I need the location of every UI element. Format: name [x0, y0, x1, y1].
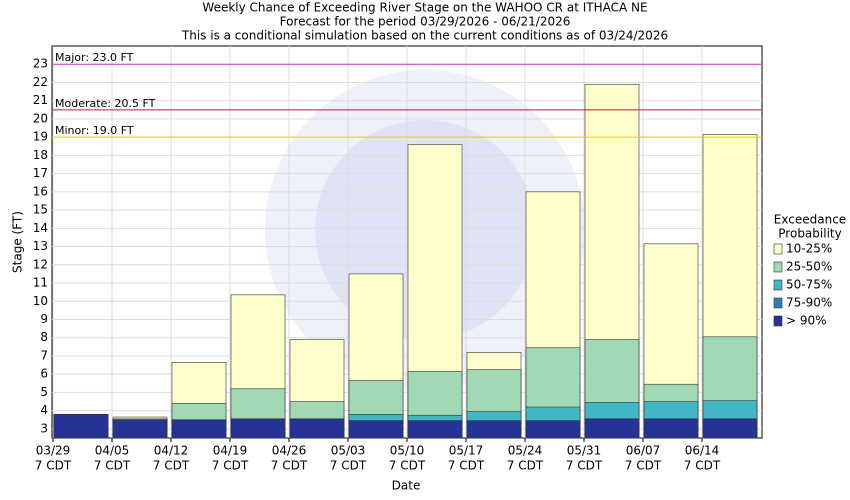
bar — [230, 418, 286, 439]
legend-swatch — [773, 279, 783, 291]
legend-label: 10-25% — [786, 242, 832, 256]
x-axis-label: Date — [392, 479, 421, 493]
chart-subtitle: This is a conditional simulation based o… — [181, 29, 668, 43]
flood-label: Moderate: 20.5 FT — [55, 97, 156, 110]
y-tick-label: 5 — [40, 385, 48, 399]
legend-swatch — [773, 261, 783, 273]
x-tick-sublabel: 7 CDT — [330, 459, 367, 473]
y-tick-label: 4 — [40, 403, 48, 417]
x-tick-sublabel: 7 CDT — [625, 459, 662, 473]
y-tick-label: 22 — [33, 75, 48, 89]
y-tick-label: 16 — [33, 184, 48, 198]
x-tick-label: 04/12 — [154, 444, 189, 458]
x-tick-sublabel: 7 CDT — [566, 459, 603, 473]
x-tick-label: 04/05 — [95, 444, 130, 458]
legend-title: Exceedance — [774, 213, 846, 227]
x-tick-sublabel: 7 CDT — [684, 459, 721, 473]
flood-label: Major: 23.0 FT — [55, 51, 134, 64]
bar — [407, 420, 463, 439]
legend-label: > 90% — [786, 314, 827, 328]
legend-label: 25-50% — [786, 260, 832, 274]
y-tick-label: 12 — [33, 257, 48, 271]
y-tick-label: 9 — [40, 312, 48, 326]
y-tick-label: 10 — [33, 294, 48, 308]
x-tick-label: 03/29 — [36, 444, 71, 458]
bar — [525, 420, 581, 439]
x-tick-label: 05/17 — [449, 444, 484, 458]
y-tick-label: 3 — [40, 421, 48, 435]
y-tick-label: 8 — [40, 330, 48, 344]
chart-subtitle: Forecast for the period 03/29/2026 - 06/… — [280, 15, 571, 29]
legend-title: Probability — [778, 227, 841, 241]
bar — [643, 418, 699, 439]
y-tick-label: 18 — [33, 148, 48, 162]
y-tick-label: 17 — [33, 166, 48, 180]
x-tick-label: 04/19 — [213, 444, 248, 458]
x-tick-label: 05/03 — [331, 444, 366, 458]
flood-label: Minor: 19.0 FT — [55, 124, 134, 137]
y-tick-label: 14 — [33, 221, 48, 235]
legend-label: 50-75% — [786, 278, 832, 292]
bar — [584, 418, 640, 439]
y-tick-label: 11 — [33, 276, 48, 290]
y-tick-label: 7 — [40, 348, 48, 362]
y-tick-label: 21 — [33, 93, 48, 107]
bar — [702, 418, 758, 439]
x-tick-label: 05/24 — [508, 444, 543, 458]
x-tick-sublabel: 7 CDT — [507, 459, 544, 473]
x-tick-sublabel: 7 CDT — [271, 459, 308, 473]
y-tick-label: 13 — [33, 239, 48, 253]
bar — [289, 418, 345, 439]
legend-label: 75-90% — [786, 296, 832, 310]
legend-swatch — [773, 297, 783, 309]
y-tick-label: 19 — [33, 130, 48, 144]
bar — [53, 413, 109, 439]
y-tick-label: 15 — [33, 203, 48, 217]
y-axis-label: Stage (FT) — [11, 211, 25, 273]
x-tick-label: 06/14 — [685, 444, 720, 458]
x-tick-sublabel: 7 CDT — [94, 459, 131, 473]
bar — [171, 419, 227, 439]
x-tick-label: 06/07 — [626, 444, 661, 458]
x-tick-label: 05/10 — [390, 444, 425, 458]
legend-swatch — [773, 315, 783, 327]
x-tick-label: 04/26 — [272, 444, 307, 458]
bar — [112, 419, 168, 439]
bar — [348, 420, 404, 439]
x-tick-sublabel: 7 CDT — [35, 459, 72, 473]
y-tick-label: 6 — [40, 367, 48, 381]
chart-title: Weekly Chance of Exceeding River Stage o… — [202, 1, 647, 15]
x-tick-sublabel: 7 CDT — [212, 459, 249, 473]
bar — [466, 420, 522, 439]
x-tick-sublabel: 7 CDT — [448, 459, 485, 473]
x-tick-sublabel: 7 CDT — [389, 459, 426, 473]
legend-swatch — [773, 243, 783, 255]
x-tick-sublabel: 7 CDT — [153, 459, 190, 473]
y-tick-label: 23 — [33, 57, 48, 71]
y-tick-label: 20 — [33, 111, 48, 125]
x-tick-label: 05/31 — [567, 444, 602, 458]
